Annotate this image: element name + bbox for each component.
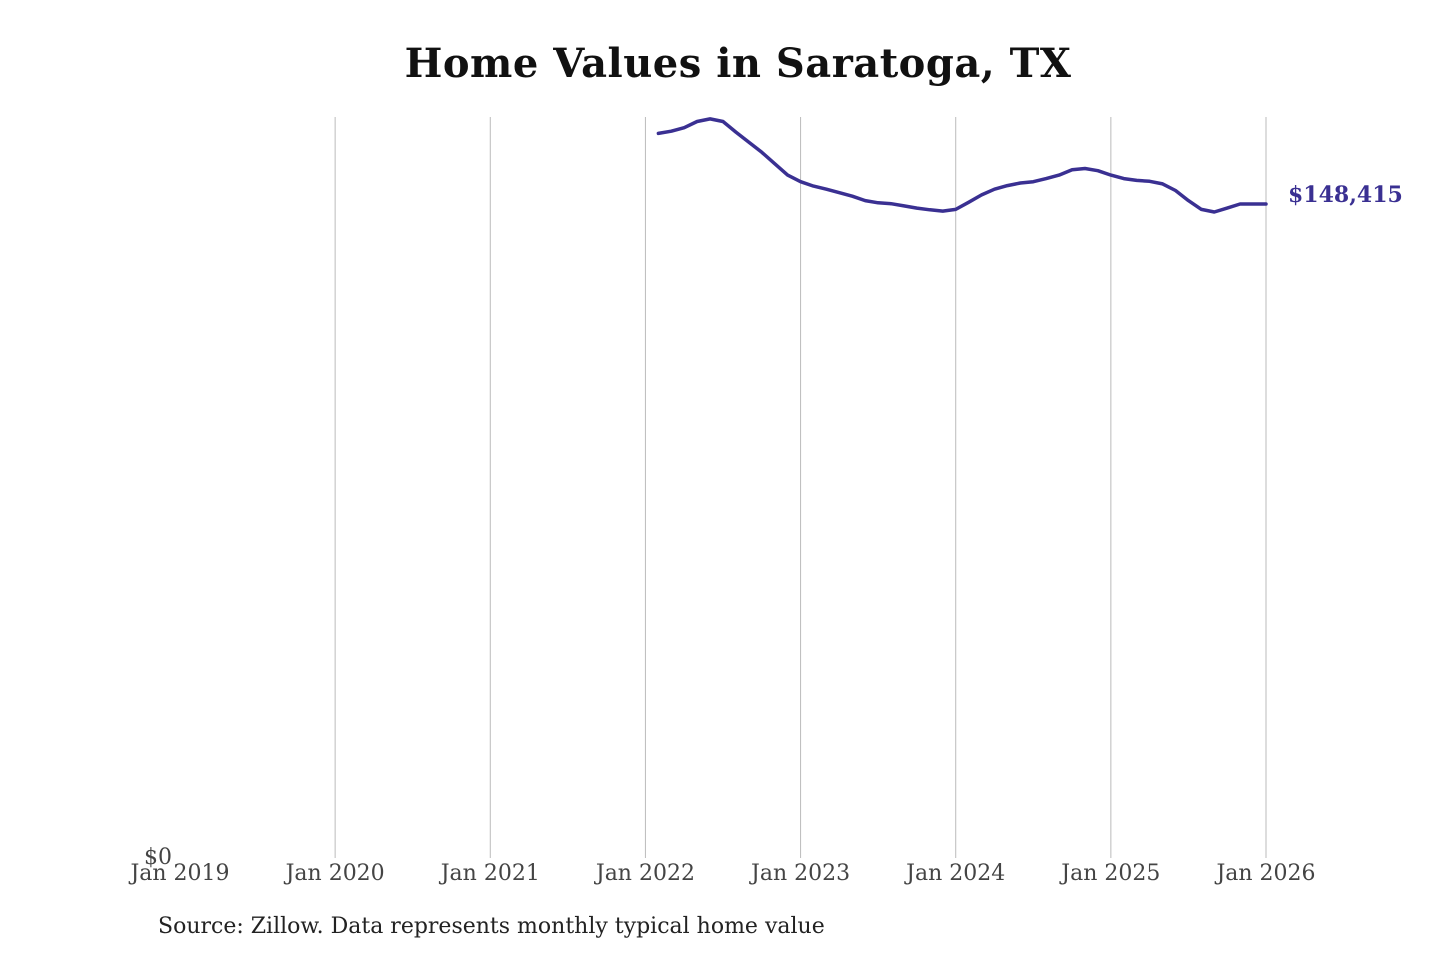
x-tick-label-2023: Jan 2023	[749, 861, 850, 886]
x-tick-label-2020: Jan 2020	[284, 861, 385, 886]
x-tick-label-2026: Jan 2026	[1214, 861, 1315, 886]
x-tick-label-2019: Jan 2019	[128, 861, 229, 886]
chart-title: Home Values in Saratoga, TX	[404, 40, 1072, 87]
x-tick-label-2024: Jan 2024	[904, 861, 1005, 886]
series-layer: $148,415	[656, 117, 1403, 214]
x-tick-label-2025: Jan 2025	[1059, 861, 1160, 886]
y-tick-label-0: $0	[144, 845, 172, 870]
series-line-0	[656, 117, 1268, 214]
grid-lines	[334, 117, 1267, 858]
x-tick-label-2022: Jan 2022	[594, 861, 695, 886]
x-tick-label-2021: Jan 2021	[439, 861, 540, 886]
source-note: Source: Zillow. Data represents monthly …	[158, 914, 825, 939]
last-value-label: $148,415	[1288, 182, 1403, 208]
tick-labels: Jan 2019 Jan 2020 Jan 2021 Jan 2022 Jan 2023…	[128, 845, 1315, 886]
